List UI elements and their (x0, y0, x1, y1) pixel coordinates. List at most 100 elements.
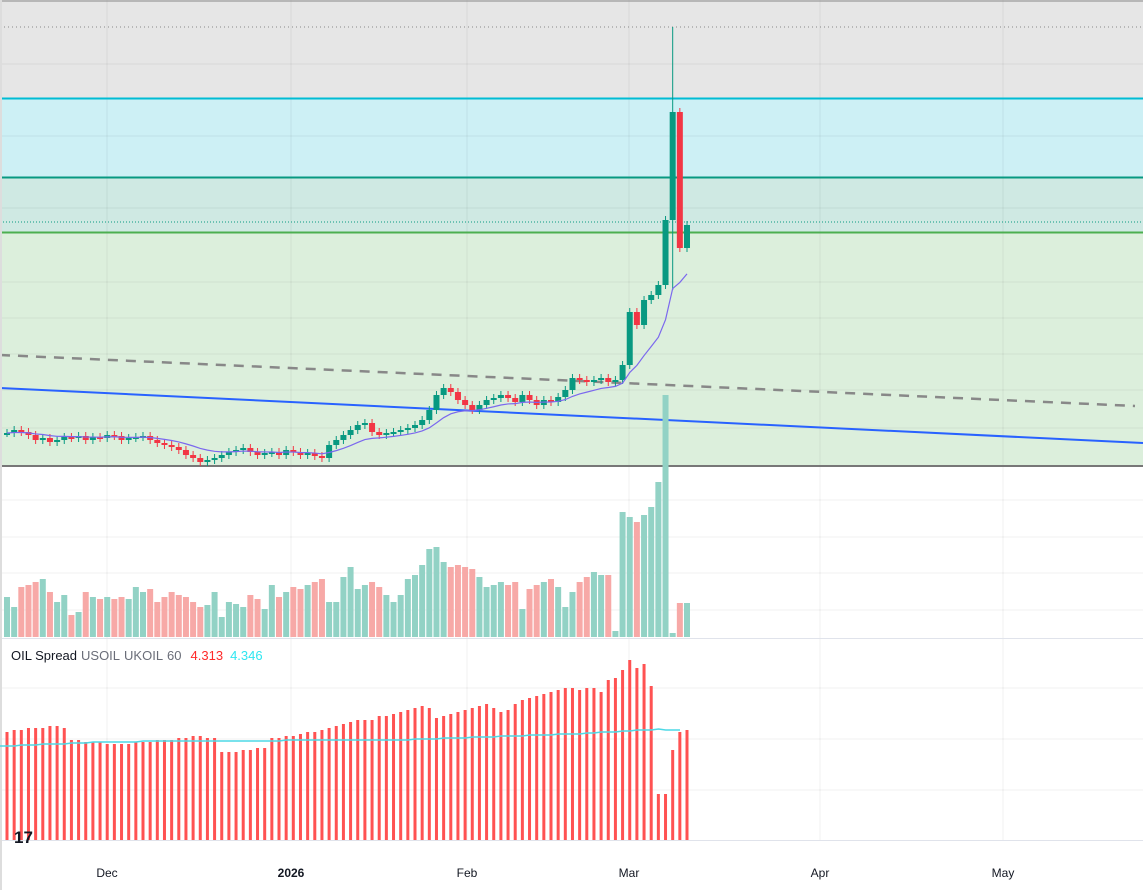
candle-body (397, 430, 404, 432)
candle-body (662, 220, 669, 285)
candle-body (354, 425, 361, 430)
candle-body (254, 452, 261, 455)
candle-body (490, 398, 497, 400)
volume-bar (233, 604, 240, 637)
legend-value1: 4.313 (190, 648, 224, 663)
candle-body (454, 392, 461, 400)
oscillator-bar (12, 730, 16, 840)
oscillator-bar (363, 720, 367, 840)
candle-body (548, 400, 554, 402)
volume-bar (555, 587, 562, 637)
candle-body (276, 452, 282, 455)
volume-bar (4, 597, 10, 637)
candle-body (68, 437, 75, 439)
oscillator-bar (413, 708, 417, 840)
candle-body (447, 388, 454, 392)
volume-bar (39, 579, 46, 637)
candle-body (526, 395, 533, 400)
candle-body (233, 450, 240, 452)
volume-bar (54, 602, 61, 637)
volume-bar (283, 592, 290, 637)
zone-teal (0, 177, 1143, 232)
tradingview-logo[interactable]: 17 (14, 828, 33, 847)
oscillator-bar (434, 718, 438, 840)
candle-body (225, 452, 232, 455)
volume-bar (390, 602, 397, 637)
candle-body (32, 435, 39, 440)
volume-bar (204, 605, 211, 637)
volume-bar (268, 585, 275, 637)
volume-bar (383, 595, 390, 637)
volume-bar (25, 585, 32, 637)
oscillator-bar (19, 730, 23, 840)
oscillator-bar (664, 794, 668, 840)
oscillator-bar (48, 726, 52, 840)
volume-bar (326, 602, 333, 637)
volume-bar (125, 599, 132, 637)
oscillator-bar (234, 752, 238, 840)
zone-cyan (0, 98, 1143, 177)
oscillator-bar (470, 708, 474, 840)
oscillator-bar (170, 740, 174, 840)
volume-bar (512, 582, 519, 637)
candle-body (583, 380, 590, 382)
oscillator-bar (298, 734, 302, 840)
indicator-legend[interactable]: OIL Spread USOIL UKOIL 60 4.313 4.346 (11, 648, 267, 663)
oscillator-bar (327, 728, 331, 840)
volume-bar (161, 597, 168, 637)
candle-body (333, 440, 340, 445)
candle-body (562, 390, 569, 397)
volume-bar (132, 587, 139, 637)
oscillator-bar (685, 730, 689, 840)
candle-body (404, 428, 411, 430)
oscillator-bar (528, 698, 532, 840)
oscillator-bar (513, 704, 517, 840)
volume-bar (490, 585, 497, 637)
candle-body (268, 452, 275, 454)
volume-bar (598, 575, 605, 637)
oscillator-bar (606, 680, 610, 840)
volume-bar (641, 515, 648, 637)
candle-body (326, 445, 333, 458)
volume-bar (612, 631, 619, 637)
volume-bar (440, 562, 447, 637)
oscillator-bar (69, 740, 73, 840)
oscillator-bar (585, 688, 589, 840)
candle-body (4, 433, 10, 435)
candle-body (426, 410, 433, 420)
candle-body (118, 436, 125, 440)
candle-body (433, 395, 440, 410)
volume-bar (168, 592, 175, 637)
candle-body (175, 447, 182, 450)
volume-bar (304, 585, 311, 637)
candle-body (505, 395, 512, 398)
volume-bar (182, 597, 189, 637)
oscillator-bar (320, 730, 324, 840)
oscillator-bar (613, 678, 617, 840)
volume-bar (46, 592, 53, 637)
candle-body (204, 460, 211, 462)
time-label-may: May (991, 866, 1015, 880)
candle-body (97, 437, 104, 439)
volume-bar (347, 567, 354, 637)
oscillator-bar (148, 742, 152, 840)
volume-bar (104, 597, 111, 637)
volume-bar (519, 609, 526, 637)
oscillator-bar (134, 742, 138, 840)
oscillator-bar (334, 726, 338, 840)
oscillator-bar (112, 744, 116, 840)
legend-sym2: UKOIL (124, 648, 164, 663)
candle-body (612, 380, 619, 382)
volume-bar (61, 595, 68, 637)
legend-sym1: USOIL (81, 648, 121, 663)
oscillator-bar (77, 740, 81, 840)
moving-average-line (6, 273, 688, 455)
volume-bar (419, 565, 426, 637)
candle-body (648, 295, 655, 300)
candle-body (168, 445, 175, 447)
oscillator-bar (84, 742, 88, 840)
oscillator-bar (635, 668, 639, 840)
time-label-feb: Feb (456, 866, 478, 880)
